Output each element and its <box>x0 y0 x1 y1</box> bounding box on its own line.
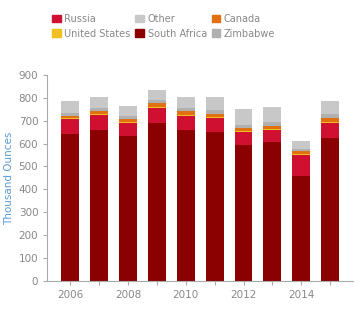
Bar <box>264 122 281 126</box>
Bar <box>119 116 137 119</box>
Bar <box>148 104 166 107</box>
Bar <box>61 118 79 119</box>
Bar <box>321 123 339 138</box>
Bar <box>177 108 195 111</box>
Bar <box>292 151 310 154</box>
Bar <box>61 116 79 118</box>
Bar <box>264 129 281 130</box>
Bar <box>177 116 195 130</box>
Bar <box>234 110 253 125</box>
Bar <box>177 97 195 108</box>
Bar <box>206 117 223 118</box>
Bar <box>292 141 310 149</box>
Bar <box>177 115 195 116</box>
Bar <box>321 114 339 118</box>
Bar <box>264 142 281 281</box>
Bar <box>61 134 79 281</box>
Bar <box>292 155 310 176</box>
Bar <box>321 101 339 114</box>
Bar <box>148 100 166 104</box>
Bar <box>206 110 223 114</box>
Bar <box>119 106 137 116</box>
Bar <box>292 154 310 155</box>
Bar <box>321 118 339 122</box>
Bar <box>206 97 223 110</box>
Bar <box>61 101 79 113</box>
Bar <box>234 125 253 128</box>
Bar <box>321 122 339 123</box>
Bar <box>206 118 223 132</box>
Y-axis label: Thousand Ounces: Thousand Ounces <box>4 131 15 225</box>
Bar <box>234 131 253 132</box>
Bar <box>148 108 166 123</box>
Bar <box>90 111 108 114</box>
Bar <box>264 126 281 129</box>
Bar <box>61 113 79 116</box>
Bar <box>119 123 137 135</box>
Bar <box>206 132 223 281</box>
Bar <box>90 108 108 111</box>
Bar <box>234 132 253 145</box>
Bar <box>148 107 166 108</box>
Bar <box>234 145 253 281</box>
Bar <box>234 128 253 131</box>
Bar <box>264 130 281 142</box>
Bar <box>264 107 281 122</box>
Bar <box>119 119 137 122</box>
Bar <box>90 114 108 115</box>
Bar <box>148 123 166 281</box>
Bar <box>292 176 310 281</box>
Legend: Russia, United States, Other, South Africa, Canada, Zimbabwe: Russia, United States, Other, South Afri… <box>52 14 275 39</box>
Bar <box>148 90 166 100</box>
Bar <box>90 130 108 281</box>
Bar <box>90 115 108 130</box>
Bar <box>90 97 108 108</box>
Bar <box>61 119 79 134</box>
Bar <box>177 111 195 115</box>
Bar <box>292 149 310 151</box>
Bar <box>177 130 195 281</box>
Bar <box>119 122 137 123</box>
Bar <box>206 114 223 117</box>
Bar <box>321 138 339 281</box>
Bar <box>119 135 137 281</box>
